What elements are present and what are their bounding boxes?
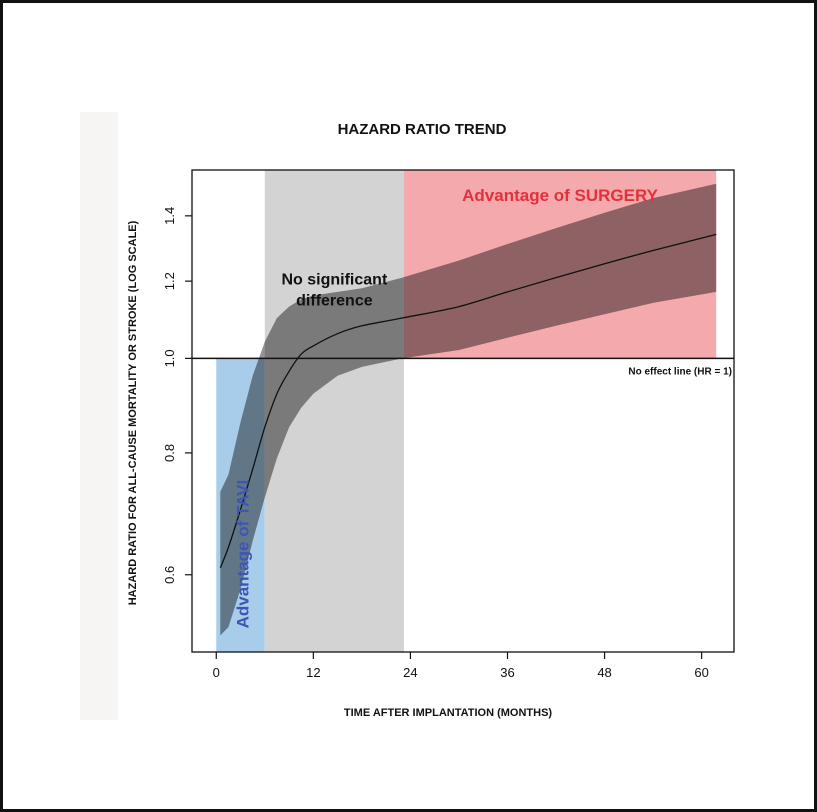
no-effect-line-label: No effect line (HR = 1) — [628, 366, 732, 377]
y-tick-label-4: 1.4 — [162, 207, 177, 225]
y-axis-label: HAZARD RATIO FOR ALL-CAUSE MORTALITY OR … — [127, 220, 139, 605]
x-tick-label-36: 36 — [500, 665, 514, 680]
shaded-regions — [216, 170, 717, 652]
axes-group: 0 12 24 36 48 60 0.6 0.8 1.0 1.2 1.4 — [162, 169, 735, 680]
hazard-ratio-curve-group — [219, 233, 717, 569]
x-axis-label: TIME AFTER IMPLANTATION (MONTHS) — [344, 707, 552, 719]
region-label-surgery: Advantage of SURGERY — [462, 186, 659, 205]
plot-frame — [191, 169, 735, 653]
y-tick-label-0: 0.6 — [162, 566, 177, 584]
x-tick-label-0: 0 — [213, 665, 220, 680]
reference-line-group: No effect line (HR = 1) — [192, 357, 734, 377]
x-tick-label-60: 60 — [694, 665, 708, 680]
y-tick-label-3: 1.2 — [162, 272, 177, 290]
confidence-band-group — [220, 183, 717, 636]
region-0-shade — [216, 358, 265, 652]
region-label-no-significant-difference-line-1: difference — [296, 293, 373, 310]
y-axis-label-background — [80, 112, 118, 720]
y-tick-label-2: 1.0 — [162, 349, 177, 367]
chart-title: HAZARD RATIO TREND — [338, 121, 507, 138]
y-tick-label-1: 0.8 — [162, 444, 177, 462]
region-label-no-significant-difference-line-0: No significant — [281, 272, 387, 289]
region-label-tavi: Advantage of TAVI — [234, 480, 253, 629]
region-1-shade — [264, 170, 404, 652]
region-2-shade — [403, 170, 717, 359]
x-tick-label-12: 12 — [306, 665, 320, 680]
region-labels: Advantage of TAVI No significant differenc… — [234, 186, 659, 628]
hazard-ratio-line — [219, 233, 717, 569]
x-tick-label-24: 24 — [403, 665, 417, 680]
x-tick-label-48: 48 — [597, 665, 611, 680]
confidence-band — [220, 183, 717, 636]
